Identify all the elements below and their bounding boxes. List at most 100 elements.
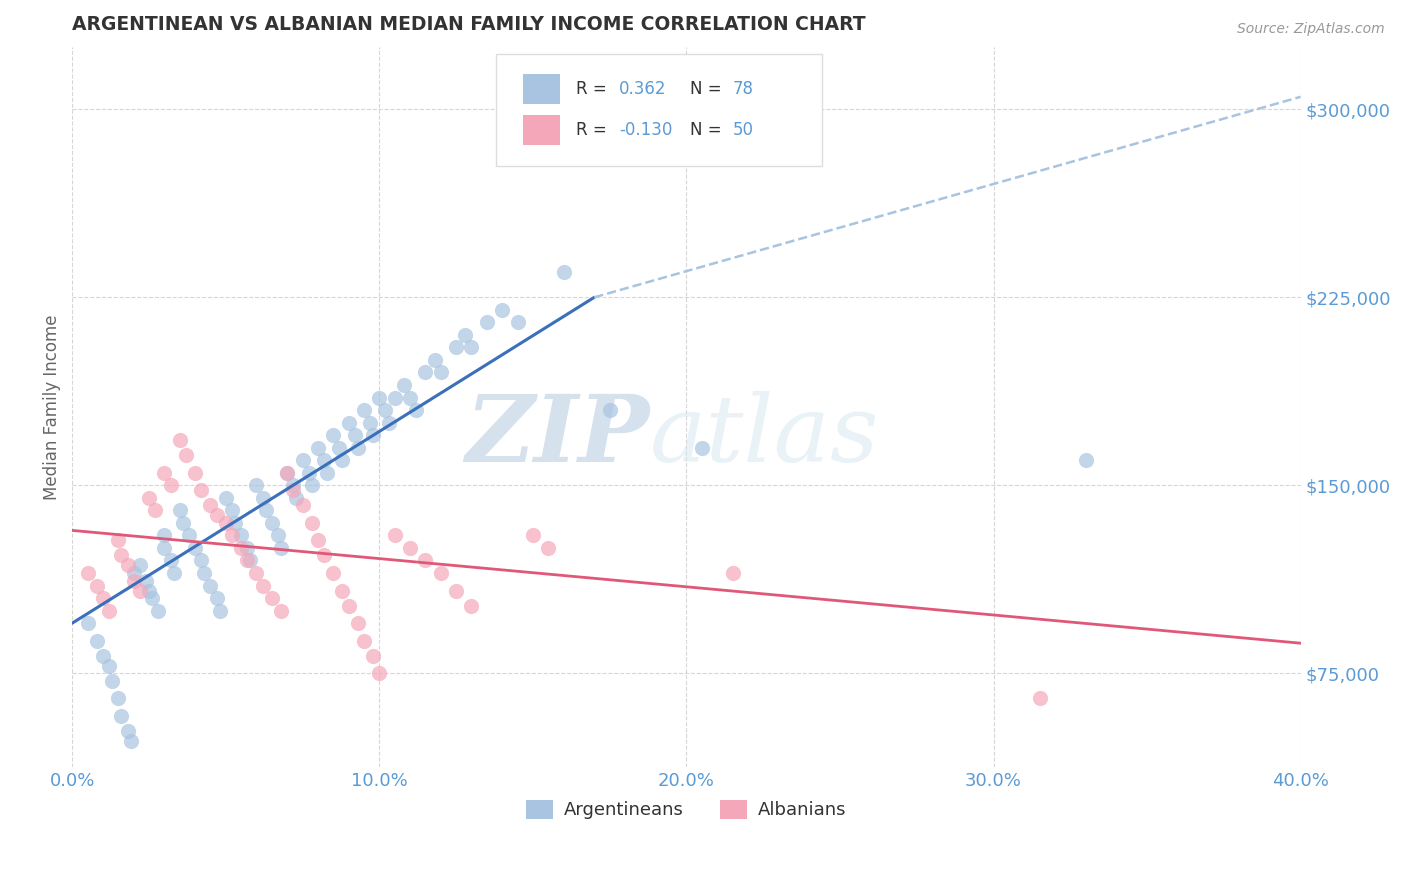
Point xyxy=(337,599,360,613)
Point xyxy=(141,591,163,605)
Point xyxy=(399,391,422,405)
Point xyxy=(110,549,132,563)
Point xyxy=(98,604,121,618)
Point xyxy=(291,499,314,513)
Text: N =: N = xyxy=(690,121,727,139)
FancyBboxPatch shape xyxy=(496,54,821,166)
Point xyxy=(245,566,267,580)
Point xyxy=(276,466,298,480)
Point xyxy=(184,466,207,480)
Point xyxy=(347,616,370,631)
Point xyxy=(128,583,150,598)
Point xyxy=(200,578,222,592)
Point xyxy=(177,528,200,542)
Point xyxy=(384,528,406,542)
Point xyxy=(276,466,298,480)
Point xyxy=(270,604,292,618)
Point xyxy=(429,566,451,580)
Point xyxy=(254,503,277,517)
Bar xyxy=(523,74,560,104)
Point xyxy=(353,633,375,648)
Point xyxy=(76,616,98,631)
Text: R =: R = xyxy=(576,121,612,139)
Point xyxy=(368,391,391,405)
Point xyxy=(86,578,108,592)
Point xyxy=(169,433,191,447)
Point xyxy=(224,516,246,530)
Point xyxy=(117,723,139,738)
Point xyxy=(153,541,176,555)
Point xyxy=(460,599,482,613)
Point xyxy=(260,516,283,530)
Point xyxy=(377,416,399,430)
Point xyxy=(307,441,329,455)
Point xyxy=(200,499,222,513)
Point xyxy=(347,441,370,455)
Point xyxy=(174,448,197,462)
Point xyxy=(221,503,243,517)
Point xyxy=(135,574,157,588)
Point xyxy=(283,483,305,498)
Point xyxy=(190,483,212,498)
Point xyxy=(328,441,350,455)
Point xyxy=(1074,453,1097,467)
Point xyxy=(553,265,575,279)
Point xyxy=(110,709,132,723)
Point xyxy=(205,591,228,605)
Text: N =: N = xyxy=(690,80,727,98)
Point xyxy=(122,574,145,588)
Point xyxy=(193,566,215,580)
Point xyxy=(721,566,744,580)
Point xyxy=(107,691,129,706)
Point xyxy=(460,341,482,355)
Point xyxy=(332,453,354,467)
Point xyxy=(506,315,529,329)
Point xyxy=(252,491,274,505)
Point xyxy=(169,503,191,517)
Point xyxy=(599,403,621,417)
Point xyxy=(260,591,283,605)
Point xyxy=(91,591,114,605)
Point xyxy=(153,528,176,542)
Text: 0.362: 0.362 xyxy=(619,80,666,98)
Point xyxy=(117,558,139,573)
Point xyxy=(98,658,121,673)
Point xyxy=(267,528,290,542)
Point xyxy=(107,533,129,548)
Text: ZIP: ZIP xyxy=(465,391,650,481)
Point xyxy=(283,478,305,492)
Point xyxy=(316,466,339,480)
Point xyxy=(138,583,160,598)
Point xyxy=(270,541,292,555)
Point xyxy=(368,666,391,681)
Point xyxy=(429,366,451,380)
Point xyxy=(138,491,160,505)
Point xyxy=(343,428,366,442)
Point xyxy=(184,541,207,555)
Point xyxy=(172,516,194,530)
Point xyxy=(361,648,384,663)
Point xyxy=(522,528,544,542)
Y-axis label: Median Family Income: Median Family Income xyxy=(44,314,60,500)
Text: Source: ZipAtlas.com: Source: ZipAtlas.com xyxy=(1237,22,1385,37)
Point xyxy=(215,516,238,530)
Text: -0.130: -0.130 xyxy=(619,121,672,139)
Point xyxy=(374,403,396,417)
Point xyxy=(312,549,335,563)
Point xyxy=(148,604,170,618)
Point xyxy=(231,528,253,542)
Point xyxy=(101,673,124,688)
Point xyxy=(491,302,513,317)
Point xyxy=(245,478,267,492)
Text: 50: 50 xyxy=(733,121,754,139)
Point xyxy=(128,558,150,573)
Point xyxy=(76,566,98,580)
Point xyxy=(332,583,354,598)
Point xyxy=(91,648,114,663)
Point xyxy=(153,466,176,480)
Point xyxy=(322,566,344,580)
Point xyxy=(205,508,228,523)
Point xyxy=(86,633,108,648)
Point xyxy=(301,516,323,530)
Text: ARGENTINEAN VS ALBANIAN MEDIAN FAMILY INCOME CORRELATION CHART: ARGENTINEAN VS ALBANIAN MEDIAN FAMILY IN… xyxy=(72,15,866,34)
